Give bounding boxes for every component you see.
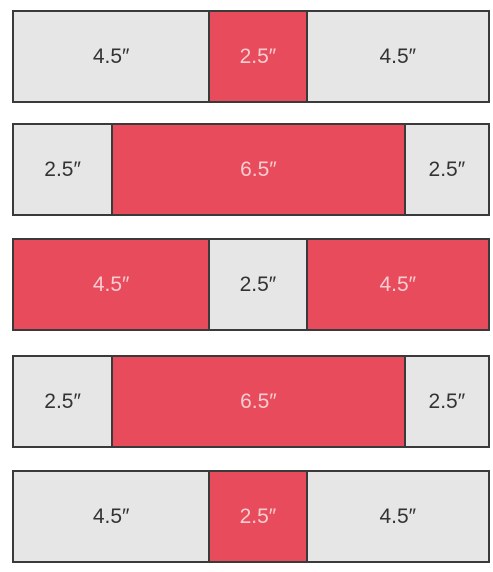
segment-label: 4.5″ (379, 504, 417, 528)
strip-segment: 4.5″ (14, 240, 209, 329)
strip-segment: 4.5″ (305, 12, 488, 101)
segment-label: 4.5″ (379, 44, 417, 68)
segment-label: 2.5″ (44, 389, 81, 413)
strip-segment: 4.5″ (305, 472, 488, 561)
strip-row: 2.5″ 6.5″ 2.5″ (12, 123, 490, 216)
segment-label: 2.5″ (44, 157, 81, 181)
segment-label: 2.5″ (239, 504, 277, 528)
strip-segment: 2.5″ (208, 12, 306, 101)
strip-segment: 2.5″ (403, 357, 488, 446)
strip-segment: 4.5″ (14, 472, 209, 561)
segment-label: 4.5″ (92, 272, 130, 296)
segment-label: 4.5″ (379, 272, 417, 296)
segment-label: 2.5″ (239, 272, 277, 296)
strip-segment: 6.5″ (111, 125, 404, 214)
strip-segment: 2.5″ (403, 125, 488, 214)
segment-label: 2.5″ (428, 389, 466, 413)
segment-label: 6.5″ (240, 157, 277, 181)
segment-label: 4.5″ (92, 504, 130, 528)
segment-label: 2.5″ (428, 157, 466, 181)
strip-segment: 6.5″ (111, 357, 404, 446)
segment-label: 4.5″ (92, 44, 130, 68)
strip-segment: 2.5″ (208, 472, 306, 561)
strip-segment: 2.5″ (208, 240, 306, 329)
segment-label: 2.5″ (239, 44, 277, 68)
segment-label: 6.5″ (240, 389, 277, 413)
strip-segment: 2.5″ (14, 125, 112, 214)
strip-row: 4.5″ 2.5″ 4.5″ (12, 238, 490, 331)
strip-row: 2.5″ 6.5″ 2.5″ (12, 355, 490, 448)
strip-row: 4.5″ 2.5″ 4.5″ (12, 10, 490, 103)
strip-segment: 4.5″ (14, 12, 209, 101)
strip-segment: 2.5″ (14, 357, 112, 446)
strip-row: 4.5″ 2.5″ 4.5″ (12, 470, 490, 563)
strip-segment: 4.5″ (305, 240, 488, 329)
